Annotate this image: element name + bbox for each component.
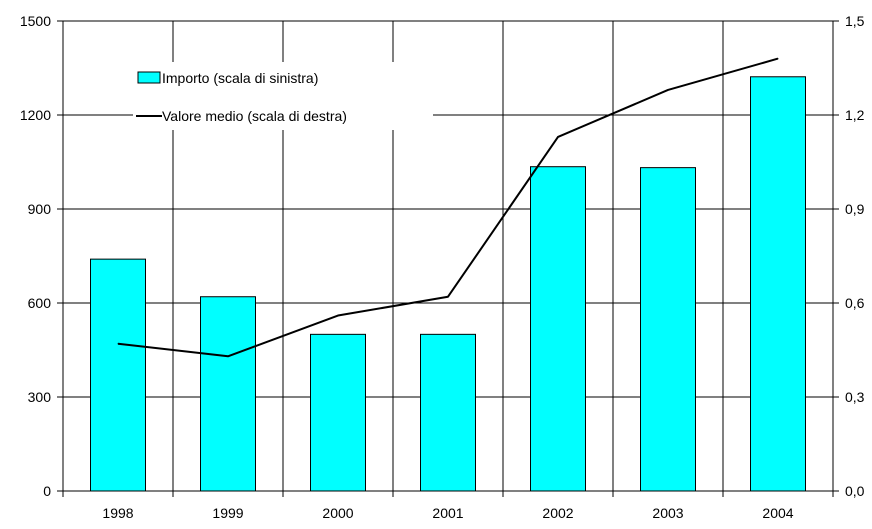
plot-border [62,20,834,492]
bar-series [90,76,806,492]
right-tick-label: 1,5 [845,13,865,29]
bar [200,296,256,492]
x-tick-label: 1998 [102,505,133,521]
x-tick-label: 2000 [322,505,353,521]
bar [310,333,366,492]
plot-frame [62,20,834,492]
bar [420,333,476,492]
legend-bar-label: Importo (scala di sinistra) [162,70,318,86]
right-tick-label: 0,6 [845,295,865,311]
legend-line-label: Valore medio (scala di destra) [162,108,347,124]
left-tick-label: 0 [43,483,51,499]
right-tick-label: 0,9 [845,201,865,217]
left-tick-label: 1500 [20,13,51,29]
right-tick-label: 1,2 [845,107,865,123]
right-tick-label: 0,3 [845,389,865,405]
bar [530,166,586,492]
x-tick-label: 2002 [542,505,573,521]
x-tick-label: 2004 [762,505,793,521]
line-point [227,355,229,357]
legend-box [133,62,433,130]
bar [640,167,696,492]
bar [750,76,806,492]
axes: 0 300 600 900 1200 1500 0,0 0,3 0,6 0,9 1,2 1,5 1998… [20,13,865,521]
right-tick-label: 0,0 [845,483,865,499]
left-tick-label: 900 [28,201,52,217]
line-series [117,57,779,358]
legend-bar-swatch [137,71,161,84]
x-tick-label: 1999 [212,505,243,521]
left-tick-label: 600 [28,295,52,311]
bar [90,258,146,492]
line-point [337,315,339,317]
left-tick-label: 300 [28,389,52,405]
legend: Importo (scala di sinistra) Valore medio… [133,62,433,130]
x-tick-label: 2003 [652,505,683,521]
line-point [557,136,559,138]
line-point [777,58,779,60]
line-point [667,89,669,91]
line-point [117,343,119,345]
line-point [447,296,449,298]
x-tick-label: 2001 [432,505,463,521]
left-tick-label: 1200 [20,107,51,123]
